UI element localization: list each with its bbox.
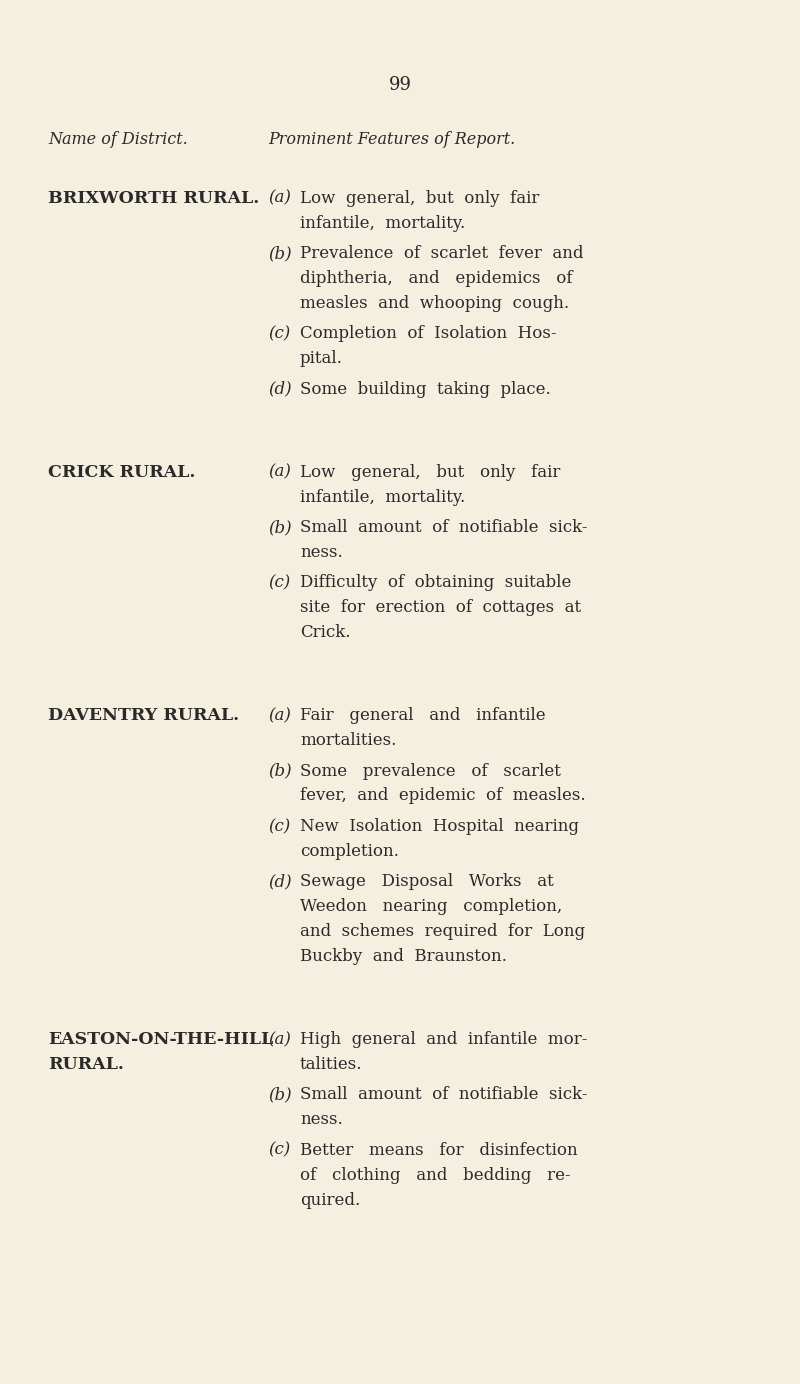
Text: mortalities.: mortalities.: [300, 732, 396, 749]
Text: RURAL.: RURAL.: [48, 1056, 124, 1073]
Text: (a): (a): [268, 464, 291, 480]
Text: measles  and  whooping  cough.: measles and whooping cough.: [300, 295, 569, 311]
Text: CRICK RURAL.: CRICK RURAL.: [48, 464, 195, 480]
Text: Some   prevalence   of   scarlet: Some prevalence of scarlet: [300, 763, 561, 779]
Text: (a): (a): [268, 190, 291, 206]
Text: quired.: quired.: [300, 1192, 360, 1208]
Text: Small  amount  of  notifiable  sick-: Small amount of notifiable sick-: [300, 519, 587, 536]
Text: Sewage   Disposal   Works   at: Sewage Disposal Works at: [300, 873, 554, 890]
Text: Buckby  and  Braunston.: Buckby and Braunston.: [300, 948, 507, 965]
Text: (b): (b): [268, 1086, 292, 1103]
Text: and  schemes  required  for  Long: and schemes required for Long: [300, 923, 585, 940]
Text: High  general  and  infantile  mor-: High general and infantile mor-: [300, 1031, 587, 1048]
Text: (b): (b): [268, 519, 292, 536]
Text: (c): (c): [268, 574, 290, 591]
Text: Crick.: Crick.: [300, 624, 350, 641]
Text: ness.: ness.: [300, 544, 342, 561]
Text: Name of District.: Name of District.: [48, 131, 188, 148]
Text: Fair   general   and   infantile: Fair general and infantile: [300, 707, 546, 724]
Text: Low  general,  but  only  fair: Low general, but only fair: [300, 190, 539, 206]
Text: completion.: completion.: [300, 843, 399, 859]
Text: Low   general,   but   only   fair: Low general, but only fair: [300, 464, 560, 480]
Text: (a): (a): [268, 707, 291, 724]
Text: infantile,  mortality.: infantile, mortality.: [300, 215, 466, 231]
Text: diphtheria,   and   epidemics   of: diphtheria, and epidemics of: [300, 270, 573, 286]
Text: Difficulty  of  obtaining  suitable: Difficulty of obtaining suitable: [300, 574, 571, 591]
Text: (b): (b): [268, 763, 292, 779]
Text: (c): (c): [268, 1142, 290, 1158]
Text: (d): (d): [268, 381, 292, 397]
Text: (d): (d): [268, 873, 292, 890]
Text: 99: 99: [389, 76, 411, 94]
Text: Prominent Features of Report.: Prominent Features of Report.: [268, 131, 515, 148]
Text: BRIXWORTH RURAL.: BRIXWORTH RURAL.: [48, 190, 259, 206]
Text: Small  amount  of  notifiable  sick-: Small amount of notifiable sick-: [300, 1086, 587, 1103]
Text: Weedon   nearing   completion,: Weedon nearing completion,: [300, 898, 562, 915]
Text: (c): (c): [268, 325, 290, 342]
Text: EASTON-ON-THE-HILL: EASTON-ON-THE-HILL: [48, 1031, 274, 1048]
Text: Some  building  taking  place.: Some building taking place.: [300, 381, 550, 397]
Text: ness.: ness.: [300, 1111, 342, 1128]
Text: infantile,  mortality.: infantile, mortality.: [300, 489, 466, 505]
Text: New  Isolation  Hospital  nearing: New Isolation Hospital nearing: [300, 818, 579, 835]
Text: DAVENTRY RURAL.: DAVENTRY RURAL.: [48, 707, 239, 724]
Text: Better   means   for   disinfection: Better means for disinfection: [300, 1142, 578, 1158]
Text: (c): (c): [268, 818, 290, 835]
Text: talities.: talities.: [300, 1056, 362, 1073]
Text: of   clothing   and   bedding   re-: of clothing and bedding re-: [300, 1167, 570, 1183]
Text: site  for  erection  of  cottages  at: site for erection of cottages at: [300, 599, 581, 616]
Text: pital.: pital.: [300, 350, 343, 367]
Text: Prevalence  of  scarlet  fever  and: Prevalence of scarlet fever and: [300, 245, 583, 262]
Text: (b): (b): [268, 245, 292, 262]
Text: (a): (a): [268, 1031, 291, 1048]
Text: Completion  of  Isolation  Hos-: Completion of Isolation Hos-: [300, 325, 557, 342]
Text: fever,  and  epidemic  of  measles.: fever, and epidemic of measles.: [300, 787, 586, 804]
